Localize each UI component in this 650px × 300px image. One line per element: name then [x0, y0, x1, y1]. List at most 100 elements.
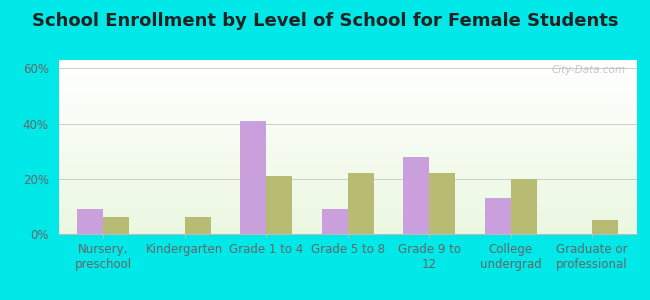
- Bar: [485, 198, 511, 234]
- Bar: [58, 128, 637, 129]
- Bar: [58, 174, 637, 175]
- Bar: [58, 225, 637, 226]
- Bar: [58, 226, 637, 227]
- Bar: [58, 79, 637, 80]
- Bar: [58, 182, 637, 183]
- Bar: [58, 149, 637, 150]
- Bar: [58, 99, 637, 100]
- Bar: [58, 210, 637, 211]
- Bar: [58, 201, 637, 202]
- Bar: [58, 205, 637, 206]
- Bar: [322, 209, 348, 234]
- Bar: [58, 106, 637, 107]
- Bar: [58, 67, 637, 68]
- Bar: [58, 136, 637, 137]
- Bar: [58, 193, 637, 194]
- Bar: [403, 157, 429, 234]
- Bar: [58, 147, 637, 148]
- Bar: [58, 73, 637, 74]
- Bar: [58, 216, 637, 217]
- Bar: [58, 204, 637, 205]
- Bar: [185, 218, 211, 234]
- Bar: [58, 97, 637, 98]
- Bar: [58, 135, 637, 136]
- Bar: [58, 103, 637, 104]
- Bar: [58, 191, 637, 192]
- Bar: [58, 160, 637, 161]
- Bar: [58, 113, 637, 114]
- Bar: [58, 68, 637, 69]
- Bar: [58, 231, 637, 232]
- Bar: [58, 156, 637, 157]
- Bar: [58, 211, 637, 212]
- Bar: [58, 208, 637, 209]
- Bar: [58, 111, 637, 112]
- Bar: [58, 168, 637, 169]
- Bar: [58, 76, 637, 77]
- Bar: [58, 71, 637, 72]
- Bar: [58, 127, 637, 128]
- Bar: [58, 207, 637, 208]
- Text: School Enrollment by Level of School for Female Students: School Enrollment by Level of School for…: [32, 12, 618, 30]
- Bar: [511, 179, 537, 234]
- Bar: [58, 230, 637, 231]
- Bar: [58, 197, 637, 198]
- Bar: [58, 212, 637, 213]
- Bar: [58, 109, 637, 110]
- Bar: [58, 72, 637, 73]
- Bar: [58, 117, 637, 118]
- Bar: [58, 164, 637, 165]
- Bar: [58, 96, 637, 97]
- Bar: [58, 105, 637, 106]
- Bar: [58, 61, 637, 62]
- Bar: [58, 122, 637, 123]
- Bar: [58, 126, 637, 127]
- Bar: [58, 85, 637, 86]
- Bar: [58, 173, 637, 174]
- Bar: [58, 176, 637, 177]
- Bar: [58, 215, 637, 216]
- Bar: [58, 184, 637, 185]
- Bar: [58, 120, 637, 121]
- Bar: [58, 82, 637, 83]
- Bar: [58, 218, 637, 219]
- Bar: [58, 194, 637, 195]
- Bar: [58, 209, 637, 210]
- Bar: [58, 144, 637, 145]
- Bar: [58, 224, 637, 225]
- Bar: [58, 98, 637, 99]
- Bar: [58, 119, 637, 120]
- Bar: [58, 166, 637, 167]
- Bar: [58, 161, 637, 162]
- Bar: [58, 88, 637, 89]
- Bar: [58, 91, 637, 92]
- Bar: [58, 165, 637, 166]
- Bar: [58, 214, 637, 215]
- Bar: [58, 116, 637, 117]
- Bar: [58, 152, 637, 153]
- Bar: [58, 143, 637, 144]
- Bar: [58, 92, 637, 93]
- Bar: [58, 233, 637, 234]
- Bar: [348, 173, 374, 234]
- Bar: [58, 62, 637, 63]
- Bar: [58, 187, 637, 188]
- Bar: [58, 228, 637, 229]
- Bar: [58, 169, 637, 170]
- Bar: [58, 115, 637, 116]
- Bar: [58, 132, 637, 133]
- Bar: [58, 185, 637, 186]
- Bar: [77, 209, 103, 234]
- Bar: [58, 178, 637, 179]
- Bar: [58, 213, 637, 214]
- Bar: [58, 87, 637, 88]
- Bar: [58, 138, 637, 139]
- Bar: [58, 93, 637, 94]
- Bar: [58, 179, 637, 180]
- Bar: [58, 195, 637, 196]
- Bar: [58, 123, 637, 124]
- Bar: [58, 63, 637, 64]
- Bar: [58, 112, 637, 113]
- Bar: [58, 75, 637, 76]
- Bar: [58, 227, 637, 228]
